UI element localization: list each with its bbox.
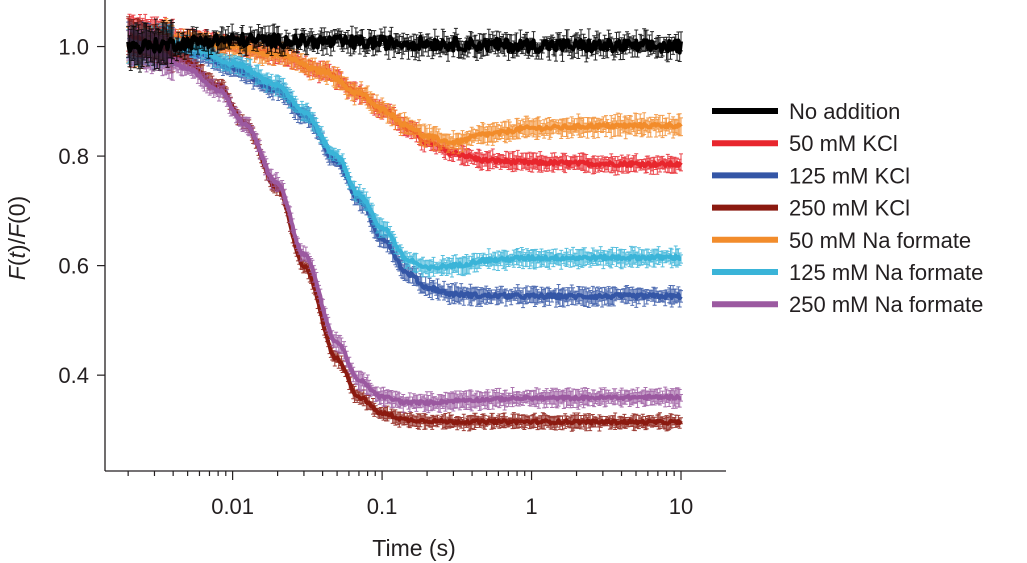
legend-item: 125 mM KCl bbox=[712, 163, 910, 188]
y-axis-title-t: t bbox=[4, 250, 30, 258]
plot-area bbox=[126, 13, 684, 432]
x-tick-label: 0.01 bbox=[211, 494, 254, 519]
series-0 bbox=[126, 18, 684, 73]
y-tick-label: 1.0 bbox=[58, 35, 89, 60]
legend-item: 50 mM KCl bbox=[712, 131, 898, 156]
y-axis-title-f1: F bbox=[4, 264, 30, 280]
x-axis-title: Time (s) bbox=[372, 535, 455, 561]
y-axis-title-open: ( bbox=[4, 258, 30, 266]
x-tick-label: 1 bbox=[525, 494, 537, 519]
legend-item: 50 mM Na formate bbox=[712, 228, 971, 253]
series-line bbox=[126, 42, 682, 272]
y-tick-label: 0.6 bbox=[58, 254, 89, 279]
y-axis-title-mid: )/ bbox=[4, 237, 30, 252]
y-tick-label: 0.4 bbox=[58, 363, 89, 388]
y-axis-title-end: (0) bbox=[4, 196, 30, 224]
legend-label: 50 mM KCl bbox=[789, 131, 898, 156]
legend-item: 250 mM KCl bbox=[712, 196, 910, 221]
legend-item: 125 mM Na formate bbox=[712, 260, 983, 285]
legend: No addition 50 mM KCl 125 mM KCl 250 mM KCl… bbox=[712, 99, 983, 317]
y-ticks: 0.4 0.6 0.8 1.0 bbox=[58, 35, 105, 388]
x-tick-label: 10 bbox=[669, 494, 693, 519]
y-axis-title-f2: F bbox=[4, 222, 30, 238]
legend-label: 250 mM KCl bbox=[789, 196, 910, 221]
axes: 0.01 0.1 1 10 0.4 0.6 0.8 1.0 bbox=[58, 0, 726, 519]
series-line bbox=[127, 43, 682, 407]
x-tick-label: 0.1 bbox=[367, 494, 398, 519]
legend-label: 250 mM Na formate bbox=[789, 292, 983, 317]
legend-item: No addition bbox=[712, 99, 900, 124]
y-axis-title: F(t)/F(0) bbox=[4, 196, 30, 280]
legend-label: 50 mM Na formate bbox=[789, 228, 971, 253]
series-line bbox=[126, 31, 683, 55]
legend-label: 125 mM Na formate bbox=[789, 260, 983, 285]
x-ticks: 0.01 0.1 1 10 bbox=[127, 471, 693, 519]
legend-label: No addition bbox=[789, 99, 900, 124]
y-tick-label: 0.8 bbox=[58, 144, 89, 169]
legend-label: 125 mM KCl bbox=[789, 163, 910, 188]
legend-item: 250 mM Na formate bbox=[712, 292, 983, 317]
series-6 bbox=[126, 25, 684, 414]
